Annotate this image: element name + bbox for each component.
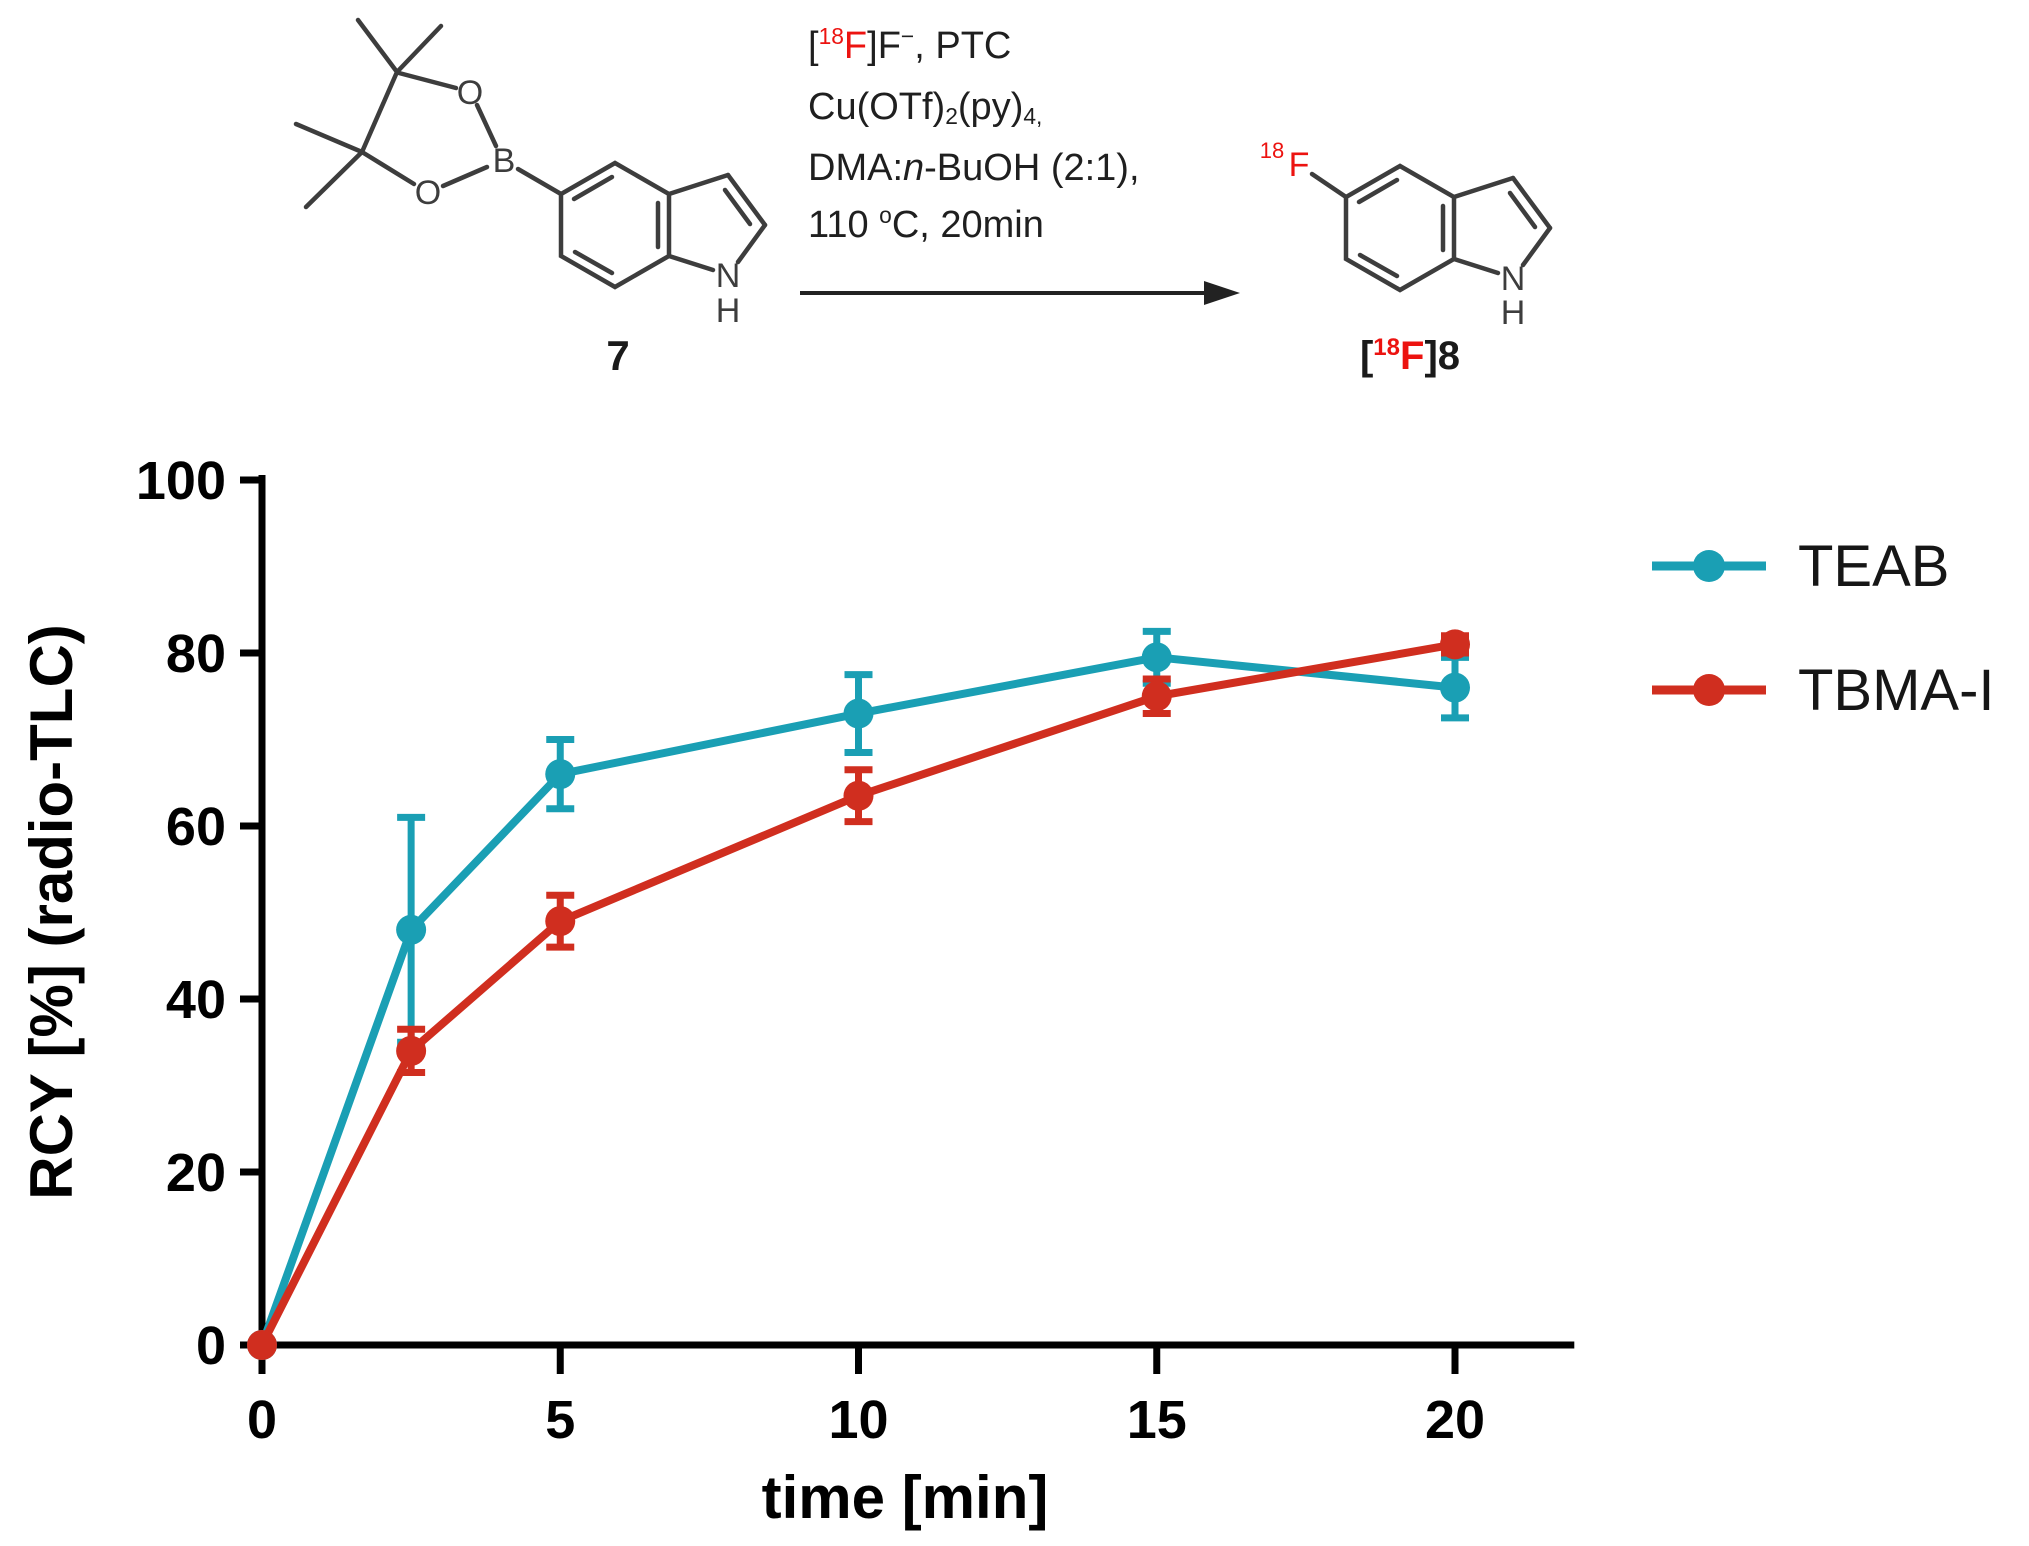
condition-line-4: 110 oC, 20min: [808, 202, 1044, 246]
bond: [1520, 225, 1553, 268]
y-tick-label: 100: [136, 451, 226, 511]
reactant-label: 7: [606, 332, 630, 379]
double-bond: [1357, 252, 1400, 279]
data-point: [1440, 629, 1470, 660]
series-line: [258, 640, 1459, 1349]
legend: TEAB TBMA-I: [1652, 534, 1995, 723]
atom-H: H: [1501, 294, 1526, 332]
x-tick-label: 20: [1425, 1390, 1485, 1450]
atom-O: O: [457, 74, 483, 112]
reaction-arrow: [800, 281, 1240, 305]
bond: [1510, 175, 1553, 231]
reaction-conditions: [18F]F−, PTC Cu(OTf)2(py)4, DMA:n-BuOH (…: [808, 18, 1140, 258]
product-structure: N H 18 F: [1260, 138, 1553, 332]
atom-N: N: [1501, 260, 1526, 298]
y-axis-title: RCY [%] (radio-TLC): [18, 624, 85, 1200]
methyl-bond: [303, 149, 365, 210]
atom-N: N: [716, 257, 741, 295]
x-tick-label: 5: [545, 1390, 575, 1450]
arrowhead: [1204, 281, 1240, 305]
series-TBMA-I: [247, 629, 1470, 1360]
atom-O: O: [415, 174, 441, 212]
data-point: [545, 906, 576, 937]
x-tick-label: 0: [247, 1390, 277, 1450]
bond: [725, 172, 768, 228]
bond: [515, 166, 564, 197]
bond: [1309, 171, 1349, 200]
reactant-structure: B O O N H: [293, 17, 768, 330]
legend-marker: [1693, 674, 1725, 706]
bond: [440, 164, 490, 189]
data-point: [396, 1035, 427, 1066]
data-point: [1440, 672, 1470, 703]
legend-label: TBMA-I: [1798, 658, 1995, 723]
y-tick-label: 0: [196, 1316, 226, 1376]
double-bond: [722, 187, 753, 227]
double-bond: [1507, 190, 1538, 230]
data-point: [1141, 681, 1172, 712]
series-line: [258, 653, 1459, 1349]
data-point: [545, 759, 576, 790]
data-point: [843, 780, 874, 811]
x-axis-title: time [min]: [762, 1464, 1049, 1531]
x-tick-label: 10: [828, 1390, 888, 1450]
product-label: [18F]8: [1359, 333, 1461, 378]
bond: [666, 253, 716, 273]
legend-label: TEAB: [1798, 534, 1950, 599]
y-tick-label: 80: [166, 624, 226, 684]
bond: [666, 172, 731, 197]
data-point: [843, 698, 874, 729]
atom-H: H: [716, 292, 741, 330]
data-point: [1141, 642, 1172, 673]
methyl-bond: [394, 23, 444, 75]
condition-line-3: DMA:n-BuOH (2:1),: [808, 147, 1140, 189]
atom-B: B: [493, 142, 516, 180]
axes: [240, 475, 1575, 1374]
series-TEAB: [247, 627, 1470, 1360]
bond: [474, 102, 499, 149]
bond: [359, 149, 417, 187]
condition-line-1: [18F]F−, PTC: [808, 23, 1012, 67]
data-point: [396, 914, 427, 945]
condition-line-2: Cu(OTf)2(py)4,: [808, 86, 1043, 130]
data-point: [247, 1330, 277, 1360]
methyl-bond: [293, 121, 365, 155]
bond: [735, 222, 768, 265]
double-bond: [571, 174, 615, 202]
axis-labels: 0 20 40 60 80 100 0 5 10 15 20 time [min] RCY [%] (r…: [18, 451, 1485, 1531]
legend-marker: [1693, 550, 1725, 582]
y-tick-label: 60: [166, 797, 226, 857]
bond: [359, 69, 400, 155]
x-tick-label: 15: [1127, 1390, 1187, 1450]
atom-F: F: [1289, 146, 1310, 184]
reaction-scheme: B O O N H N H 18 F: [293, 17, 1553, 332]
isotope-18-label: 18: [1260, 138, 1284, 163]
double-bond: [1356, 177, 1400, 205]
y-tick-label: 20: [166, 1143, 226, 1203]
bond: [396, 70, 459, 91]
bond: [1451, 256, 1501, 276]
bond: [1451, 175, 1516, 200]
methyl-bond: [355, 17, 400, 75]
double-bond: [572, 249, 615, 276]
y-tick-label: 40: [166, 970, 226, 1030]
